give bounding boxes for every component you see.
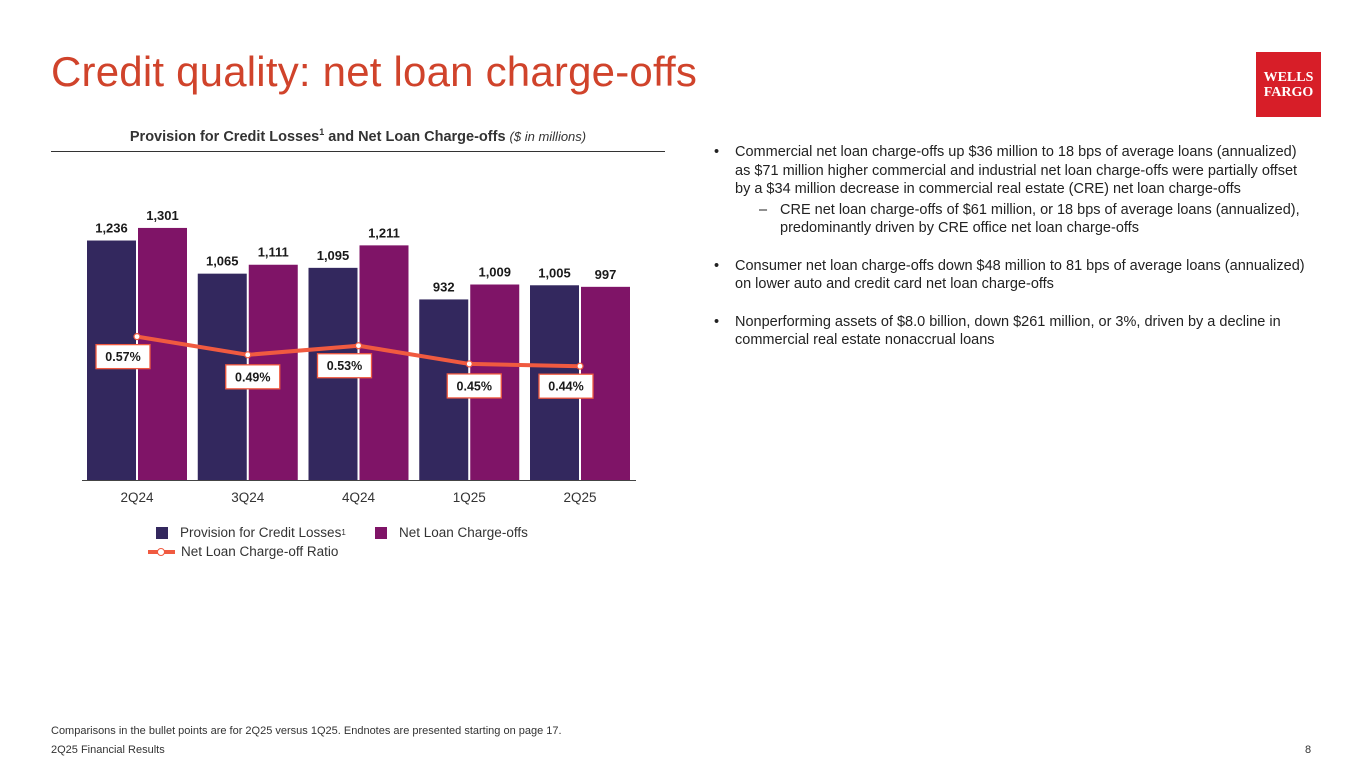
ratio-label-2q24: 0.57%	[105, 350, 140, 364]
chart-title-unit: ($ in millions)	[509, 128, 587, 144]
data-label-nco-2q24: 1,301	[146, 208, 179, 223]
footer-label: 2Q25 Financial Results	[51, 744, 165, 756]
bullet-item-nonperforming: • Nonperforming assets of $8.0 billion, …	[714, 313, 1314, 350]
logo-line-2: FARGO	[1263, 84, 1314, 100]
legend-endnote: 1	[341, 528, 346, 537]
data-label-provision-2q25: 1,005	[538, 265, 571, 280]
data-label-nco-1q25: 1,009	[478, 265, 511, 280]
ratio-label-3q24: 0.49%	[235, 370, 270, 384]
bullet-item-consumer: • Consumer net loan charge-offs down $48…	[714, 257, 1314, 294]
data-label-provision-3q24: 1,065	[206, 254, 239, 269]
bullet-text: Consumer net loan charge-offs down $48 m…	[735, 257, 1305, 293]
ratio-label-1q25: 0.45%	[457, 379, 492, 393]
data-label-nco-4q24: 1,211	[368, 225, 400, 240]
data-label-provision-4q24: 1,095	[317, 248, 350, 263]
ratio-label-box-2q24	[95, 343, 151, 370]
wells-fargo-logo: WELLS FARGO	[1256, 52, 1321, 117]
chart-title-main-a: Provision for Credit Losses	[129, 128, 320, 145]
x-tick-label-2q25: 2Q25	[563, 490, 596, 505]
legend-label-nco: Net Loan Charge-offs	[399, 525, 528, 540]
legend-swatch-nco	[375, 526, 387, 539]
legend-item-provision: Provision for Credit Losses 1	[156, 525, 346, 540]
chart-title: Provision for Credit Losses1 and Net Loa…	[51, 127, 665, 145]
data-label-nco-3q24: 1,111	[258, 245, 289, 260]
ratio-point-4q24	[354, 342, 363, 350]
legend-item-nco: Net Loan Charge-offs	[375, 525, 528, 540]
legend-item-ratio: Net Loan Charge-off Ratio	[148, 544, 339, 559]
page-title: Credit quality: net loan charge-offs	[51, 48, 698, 95]
legend-swatch-ratio	[148, 546, 175, 558]
bullet-symbol: •	[714, 257, 720, 274]
ratio-label-box-2q25	[538, 373, 594, 399]
x-tick-label-4q24: 4Q24	[342, 490, 376, 505]
x-tick-label-3q24: 3Q24	[231, 490, 265, 505]
page-number: 8	[1305, 744, 1312, 756]
sub-bullet-text: CRE net loan charge-offs of $61 million,…	[780, 201, 1300, 237]
ratio-point-2q25	[576, 362, 584, 370]
bullet-symbol: •	[714, 313, 720, 330]
chart-title-rule	[51, 151, 665, 152]
sub-bullet-cre: – CRE net loan charge-offs of $61 millio…	[735, 201, 1314, 238]
chart-title-main-b: and Net Loan Charge-offs	[324, 128, 506, 145]
ratio-point-3q24	[244, 351, 252, 359]
footnote: Comparisons in the bullet points are for…	[51, 725, 562, 737]
ratio-point-1q25	[465, 360, 473, 368]
chart-title-endnote: 1	[319, 127, 325, 137]
legend-label-ratio: Net Loan Charge-off Ratio	[181, 544, 339, 559]
ratio-label-2q25: 0.44%	[548, 380, 583, 394]
bullet-symbol: •	[714, 144, 720, 160]
ratio-point-2q24	[133, 333, 141, 341]
bullet-item-commercial: • Commercial net loan charge-offs up $36…	[714, 143, 1314, 238]
legend-label-provision: Provision for Credit Losses	[180, 525, 342, 540]
ratio-label-box-1q25	[446, 373, 502, 399]
data-label-nco-2q25: 997	[595, 267, 617, 282]
ratio-label-box-3q24	[225, 364, 281, 390]
data-label-provision-1q25: 932	[433, 279, 455, 294]
data-label-provision-2q24: 1,236	[95, 221, 128, 236]
x-tick-label-2q24: 2Q24	[120, 490, 154, 505]
credit-losses-chart: 1,236 1,301 2Q24 1,065 1,111 3Q24 1,095 1,211 4Q…	[82, 208, 636, 505]
legend-swatch-provision	[156, 526, 168, 539]
bullet-text: Nonperforming assets of $8.0 billion, do…	[735, 313, 1281, 349]
x-tick-label-1q25: 1Q25	[453, 490, 486, 505]
ratio-label-box-4q24	[316, 353, 373, 379]
ratio-label-4q24: 0.53%	[327, 359, 362, 373]
bullet-text: Commercial net loan charge-offs up $36 m…	[735, 144, 1298, 197]
logo-line-1: WELLS	[1263, 69, 1314, 85]
dash-symbol: –	[759, 201, 768, 218]
bullet-list: • Commercial net loan charge-offs up $36…	[714, 143, 1314, 369]
